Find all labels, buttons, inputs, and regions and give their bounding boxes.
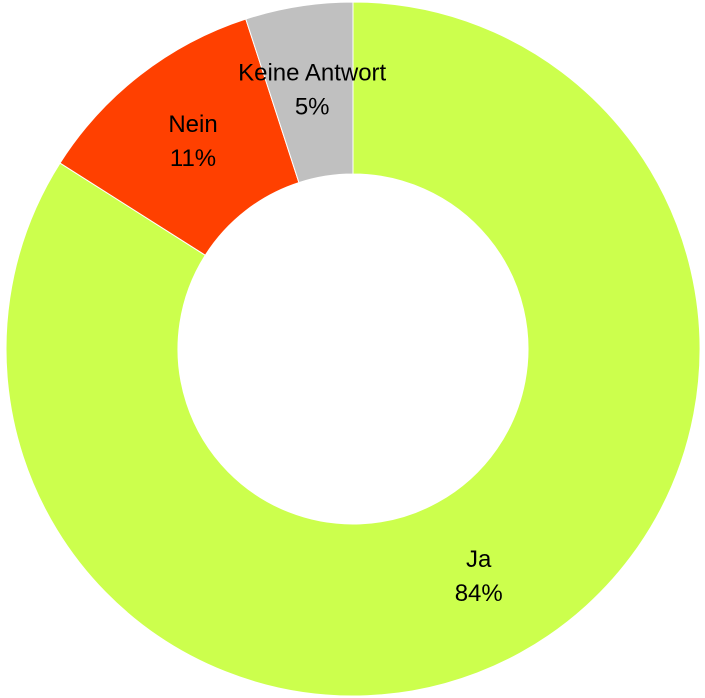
slice-value-label: 84% [455,580,503,607]
slice-value-label: 5% [295,94,330,121]
slice-value-label: 11% [170,145,216,172]
slice-label: Keine Antwort [238,60,386,87]
donut-slice [5,1,701,697]
donut-slice [59,18,300,256]
slice-label: Ja [466,546,492,573]
donut-slice [245,1,354,184]
slice-label: Nein [168,111,217,138]
